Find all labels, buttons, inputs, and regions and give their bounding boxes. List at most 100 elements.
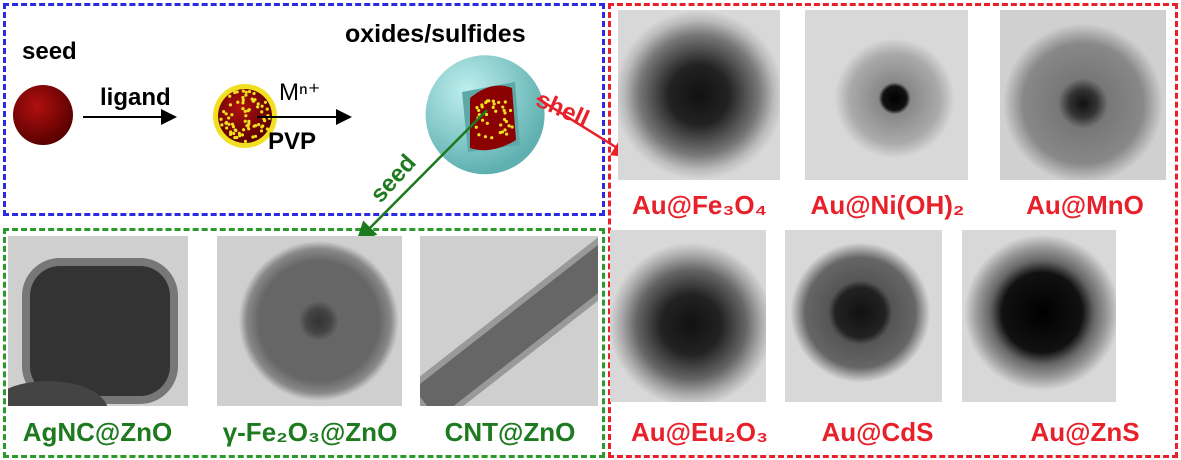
ligand-dot — [225, 112, 228, 115]
ligand-dot — [227, 123, 230, 126]
pvp-label: PVP — [268, 128, 316, 156]
ligand-dot — [503, 118, 506, 121]
label-au-nioh2: Au@Ni(OH)₂ — [790, 190, 985, 221]
ligand-dot — [254, 124, 257, 127]
ligand-dot — [486, 122, 489, 125]
ligand-dot — [247, 127, 250, 130]
label-cnt-zno: CNT@ZnO — [420, 417, 600, 448]
ligand-dot — [248, 90, 251, 93]
ligand-dot — [235, 136, 238, 139]
ligand-dot — [260, 129, 263, 132]
ligand-dot — [252, 100, 255, 103]
ligand-dot — [242, 98, 245, 101]
ligand-dot — [493, 102, 496, 105]
ligand-dot — [229, 133, 232, 136]
label-fe2o3-zno: γ-Fe₂O₃@ZnO — [205, 417, 415, 448]
ligand-dot — [497, 101, 500, 104]
ligand-dot — [505, 132, 508, 135]
ligand-dot — [260, 110, 263, 113]
tem-image-au-nioh2 — [805, 10, 968, 180]
tem-image-cnt-zno — [420, 236, 598, 406]
ligand-dot — [257, 123, 260, 126]
ligand-dot — [232, 125, 235, 128]
ligand-dot — [244, 110, 247, 113]
tem-image-au-eu2o3 — [610, 230, 766, 402]
ligand-dot — [492, 106, 495, 109]
ligand-dot — [481, 119, 484, 122]
ligand-dot — [254, 135, 257, 138]
ligand-dot — [266, 107, 269, 110]
ligand-dot — [224, 122, 227, 125]
ligand-dot — [261, 105, 264, 108]
ligand-dot — [484, 135, 487, 138]
ligand-dot — [509, 109, 512, 112]
ligand-dot — [260, 125, 263, 128]
label-au-zns: Au@ZnS — [1000, 417, 1170, 448]
ligand-dot — [241, 101, 244, 104]
ligand-dot — [248, 108, 251, 111]
ligand-dot — [492, 99, 495, 102]
ligand-dot — [252, 92, 255, 95]
label-au-mno: Au@MnO — [1000, 190, 1170, 221]
ligand-label: ligand — [100, 84, 171, 112]
metal-ion-label: Mⁿ⁺ — [279, 78, 320, 107]
ligand-dot — [244, 120, 247, 123]
ligand-dot — [244, 114, 247, 117]
label-agnc-zno: AgNC@ZnO — [0, 417, 195, 448]
ligand-dot — [477, 133, 480, 136]
seed-label: seed — [22, 38, 77, 66]
ligand-dot — [225, 126, 228, 129]
ligand-dot — [229, 103, 232, 106]
ligand-dot — [219, 118, 222, 121]
ligand-dot — [475, 106, 478, 109]
ligand-dot — [242, 90, 245, 93]
tem-image-agnc-zno — [8, 236, 188, 406]
shell-material-label: oxides/sulfides — [345, 20, 526, 49]
ligand-dot — [499, 123, 502, 126]
ligand-dot — [504, 100, 507, 103]
tem-image-au-zns — [962, 230, 1116, 402]
ligand-dot — [244, 94, 247, 97]
ligand-dot — [244, 140, 247, 143]
ligand-dot — [501, 105, 504, 108]
ligand-dot — [264, 101, 267, 104]
seed-particle — [13, 85, 73, 145]
ligand-dot — [256, 105, 259, 108]
ligand-dot — [490, 136, 493, 139]
ligand-dot — [230, 113, 233, 116]
ligand-dot — [247, 120, 250, 123]
ligand-dot — [241, 133, 244, 136]
label-au-eu2o3: Au@Eu₂O₃ — [612, 417, 787, 448]
ligand-dot — [222, 110, 225, 113]
tem-image-fe2o3-zno — [217, 236, 402, 406]
ligand-dot — [503, 128, 506, 131]
tem-image-au-mno — [1000, 10, 1166, 180]
ligand-dot — [475, 126, 478, 129]
ligand-dot — [236, 101, 239, 104]
label-au-fe3o4: Au@Fe₃O₄ — [612, 190, 787, 221]
ligand-dot — [507, 124, 510, 127]
ligand-dot — [511, 125, 514, 128]
ligand-dot — [242, 128, 245, 131]
ligand-dot — [481, 105, 484, 108]
ligand-dot — [245, 124, 248, 127]
ligand-dot — [228, 95, 231, 98]
tem-image-au-cds — [785, 230, 942, 402]
ligand-dot — [227, 116, 230, 119]
ligand-dot — [501, 130, 504, 133]
ligand-dot — [238, 134, 241, 137]
ligand-dot — [477, 109, 480, 112]
ligand-dot — [236, 90, 239, 93]
ligand-dot — [503, 111, 506, 114]
tem-image-au-fe3o4 — [618, 10, 780, 180]
ligand-dot — [234, 128, 237, 131]
ligand-dot — [494, 110, 497, 113]
ligand-dot — [241, 107, 244, 110]
ligand-dot — [220, 123, 223, 126]
label-au-cds: Au@CdS — [790, 417, 965, 448]
ligand-dot — [245, 91, 248, 94]
ligand-dot — [484, 101, 487, 104]
ligand-dot — [257, 102, 260, 105]
ligand-dot — [232, 132, 235, 135]
